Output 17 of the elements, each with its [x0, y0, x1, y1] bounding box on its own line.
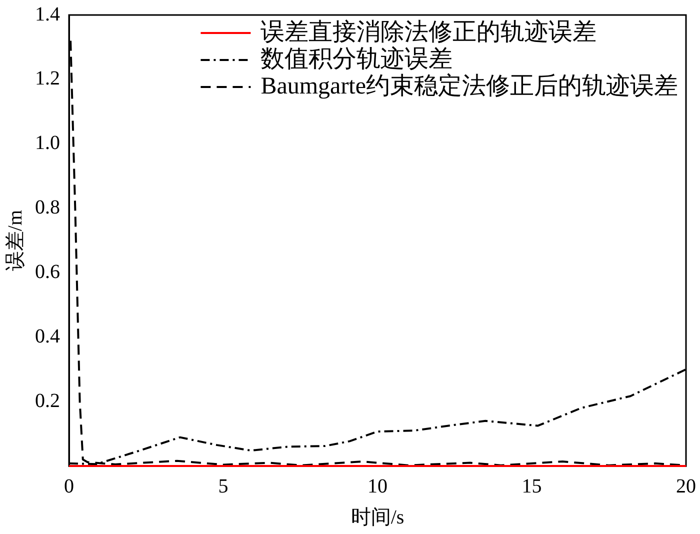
- y-tick-label: 1.4: [35, 3, 60, 26]
- y-tick-label: 0.8: [35, 196, 60, 219]
- x-tick-label: 15: [522, 475, 542, 498]
- y-tick-label: 1.0: [35, 132, 60, 154]
- y-tick-label: 0.6: [35, 260, 60, 283]
- x-tick-label: 0: [64, 475, 74, 498]
- x-tick-label: 5: [218, 475, 228, 498]
- y-tick-label: 0.4: [35, 325, 60, 348]
- legend-label: 数值积分轨迹误差: [260, 45, 453, 72]
- y-axis-title: 误差/m: [4, 210, 26, 272]
- y-tick-label: 1.2: [35, 68, 60, 90]
- x-axis-title: 时间/s: [350, 506, 404, 528]
- x-tick-label: 10: [368, 475, 388, 498]
- x-tick-label: 20: [676, 475, 696, 498]
- y-tick-label: 0.2: [35, 390, 60, 412]
- legend-label: 误差直接消除法修正的轨迹误差: [260, 18, 597, 46]
- legend-label: Baumgarte约束稳定法修正后的轨迹误差: [260, 72, 678, 100]
